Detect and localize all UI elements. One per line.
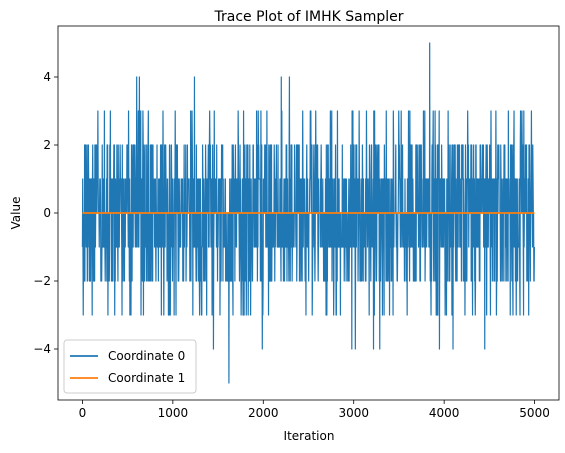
legend-label-coordinate-1: Coordinate 1	[108, 371, 185, 385]
x-tick-label: 4000	[429, 406, 460, 420]
x-axis-label: Iteration	[284, 429, 335, 443]
x-tick-label: 1000	[158, 406, 189, 420]
legend-box	[63, 339, 197, 394]
x-tick-label: 5000	[519, 406, 550, 420]
x-tick-label: 0	[79, 406, 87, 420]
x-tick-label: 3000	[338, 406, 369, 420]
y-axis-label: Value	[9, 197, 23, 230]
x-tick-label: 2000	[248, 406, 279, 420]
series-coordinate-0-line	[81, 42, 535, 384]
y-tick-label: −2	[33, 274, 51, 288]
y-tick-label: 2	[43, 138, 51, 152]
legend-label-coordinate-0: Coordinate 0	[108, 349, 185, 363]
y-axis-ticks: −4 −2 0 2 4	[33, 70, 58, 356]
chart-title: Trace Plot of IMHK Sampler	[214, 9, 404, 25]
legend: Coordinate 0 Coordinate 1	[63, 339, 197, 394]
y-tick-label: 0	[43, 206, 51, 220]
y-tick-label: 4	[43, 70, 51, 84]
series-layer	[81, 42, 535, 384]
x-axis-ticks: 0 1000 2000 3000 4000 5000	[79, 400, 550, 420]
y-tick-label: −4	[33, 342, 51, 356]
